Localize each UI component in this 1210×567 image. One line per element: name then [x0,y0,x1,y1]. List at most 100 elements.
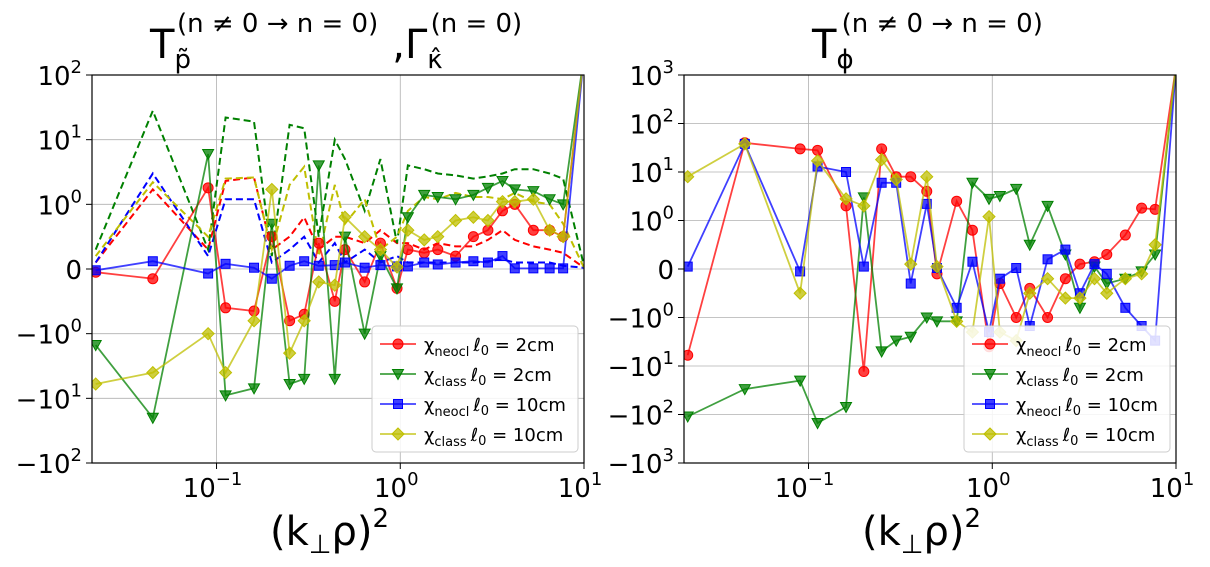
data-point [839,192,853,206]
data-point [219,390,232,402]
data-point [482,257,493,268]
data-point [312,275,326,289]
series-line [686,75,1176,343]
data-point [684,169,695,184]
y-tick-label: 101 [37,122,82,157]
data-point [266,231,278,243]
data-point [266,273,277,284]
data-point [839,401,853,414]
data-point [373,242,388,257]
data-point [497,251,508,262]
data-point [284,260,295,271]
data-point [448,213,463,228]
data-point [556,229,570,244]
data-point [793,375,807,388]
series-line [94,164,584,269]
legend-marker [985,399,995,409]
data-point [359,262,370,273]
data-point [1060,244,1071,255]
data-point [390,260,404,274]
data-point [904,257,918,271]
data-point [147,256,158,267]
data-point [329,260,340,271]
data-point [1134,267,1149,281]
data-point [265,182,279,197]
legend-label: χneocl ℓ0 = 10cm [424,395,566,420]
right-xticks: 10−1 100 101 [775,463,1195,504]
data-point [1089,259,1100,270]
data-point [527,224,539,236]
data-point [218,365,233,380]
data-point [450,257,461,268]
legend-marker [392,338,404,350]
data-point [375,260,386,271]
data-point [1023,286,1037,300]
y-tick-label: 102 [37,57,82,92]
legend-marker [983,369,997,381]
y-tick-label: −101 [16,380,82,415]
left-yticks: 102 101 100 0 −100 −101 −102 [16,57,92,480]
right-xlabel: (k⊥ρ)2 [862,504,981,560]
data-point [526,186,540,198]
legend-label: χneocl ℓ0 = 2cm [1016,335,1147,360]
y-tick-label: 102 [629,106,674,141]
data-point [858,261,869,272]
data-point [338,210,352,224]
data-point [1074,258,1086,270]
right-title: Tϕ(n ≠ 0 → n = 0) [811,9,1043,75]
right-series [684,75,1176,430]
data-point [282,346,297,360]
data-point [1059,273,1071,285]
data-point [811,418,824,430]
data-point [313,260,324,271]
data-point [508,194,522,209]
data-point [481,213,495,228]
data-point [299,256,310,267]
data-point [249,262,260,273]
legend-marker [391,427,405,441]
data-point [328,373,342,386]
data-point [738,137,752,151]
legend-marker [983,427,997,441]
data-point [930,259,944,274]
data-point [466,210,481,224]
data-point [495,194,510,209]
right-yticks: 103 102 101 100 0 −100 −101 −102 −103 [608,57,684,480]
data-point [966,224,978,236]
data-point [949,314,964,329]
data-point [1023,239,1037,252]
data-point [1010,312,1022,323]
data-point [528,263,539,274]
data-point [419,257,430,268]
data-point [1058,291,1073,305]
data-point [1100,286,1114,300]
data-point [857,199,871,213]
data-point [875,346,888,358]
data-point [467,231,479,243]
y-tick-label: 0 [657,256,674,286]
left-panel: 102 101 100 0 −100 −101 −102 10−1 100 101 Tp̃(n … [16,9,603,560]
data-point [1009,183,1023,196]
data-point [449,194,462,206]
data-point [951,195,963,207]
data-point [358,328,372,341]
legend-label: χneocl ℓ0 = 2cm [424,335,555,360]
legend-label: χclass ℓ0 = 2cm [1016,365,1144,390]
x-tick-label: 101 [1150,469,1195,504]
data-point [920,169,934,184]
data-point [544,263,555,274]
data-point [1148,238,1162,252]
y-tick-label: −102 [16,445,82,480]
right-panel: 103 102 101 100 0 −100 −101 −102 −103 10−1 100 101… [608,9,1195,560]
x-tick-label: 100 [374,469,419,504]
data-point [889,335,903,348]
data-point [930,316,944,328]
data-point [431,191,445,204]
data-point [201,149,215,161]
x-tick-label: 100 [966,469,1011,504]
data-point [905,171,917,183]
data-point [982,209,996,224]
y-tick-label: 100 [629,203,674,238]
data-point [247,314,261,328]
legend-label: χneocl ℓ0 = 10cm [1016,395,1158,420]
